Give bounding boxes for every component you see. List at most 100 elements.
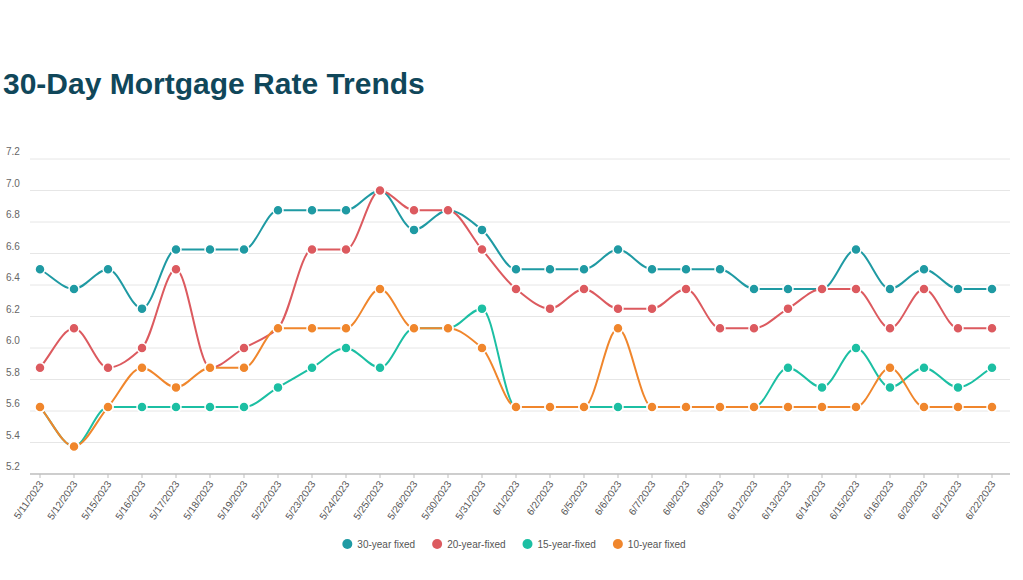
- data-point: [647, 264, 657, 274]
- data-point: [443, 323, 453, 333]
- x-tick: [856, 474, 857, 478]
- data-point: [715, 264, 725, 274]
- x-tick: [550, 474, 551, 478]
- data-point: [681, 284, 691, 294]
- series-line: [40, 289, 992, 447]
- data-point: [919, 402, 929, 412]
- data-point: [715, 323, 725, 333]
- data-point: [205, 363, 215, 373]
- data-point: [375, 284, 385, 294]
- data-point: [35, 264, 45, 274]
- data-point: [307, 363, 317, 373]
- data-point: [307, 323, 317, 333]
- y-tick-label: 5.4: [6, 430, 20, 441]
- data-point: [239, 245, 249, 255]
- data-point: [409, 225, 419, 235]
- data-point: [681, 402, 691, 412]
- x-tick-label: 6/22/2023: [963, 478, 998, 521]
- data-point: [477, 343, 487, 353]
- data-point: [307, 245, 317, 255]
- data-point: [851, 284, 861, 294]
- data-point: [341, 205, 351, 215]
- x-tick: [686, 474, 687, 478]
- data-point: [307, 205, 317, 215]
- data-point: [987, 402, 997, 412]
- data-point: [273, 382, 283, 392]
- data-point: [953, 284, 963, 294]
- x-tick-label: 5/16/2023: [113, 478, 148, 521]
- grid-line: [30, 474, 1010, 475]
- data-point: [137, 304, 147, 314]
- data-point: [477, 225, 487, 235]
- data-point: [239, 363, 249, 373]
- data-point: [579, 284, 589, 294]
- data-point: [613, 323, 623, 333]
- chart-root: 30-Day Mortgage Rate Trends5.25.45.65.86…: [0, 0, 1023, 580]
- x-tick: [822, 474, 823, 478]
- grid-line: [30, 190, 1010, 191]
- x-tick-label: 5/17/2023: [147, 478, 182, 521]
- data-point: [749, 402, 759, 412]
- x-tick-label: 5/18/2023: [181, 478, 216, 521]
- data-point: [783, 304, 793, 314]
- data-point: [137, 343, 147, 353]
- y-tick-label: 7.2: [6, 146, 20, 157]
- data-point: [205, 363, 215, 373]
- data-point: [783, 402, 793, 412]
- legend-swatch: [523, 539, 533, 549]
- legend-item: 15-year-fixed: [523, 539, 596, 550]
- x-tick: [108, 474, 109, 478]
- legend-swatch: [613, 539, 623, 549]
- x-tick: [584, 474, 585, 478]
- grid-line: [30, 316, 1010, 317]
- y-tick-label: 6.0: [6, 335, 20, 346]
- data-point: [545, 304, 555, 314]
- data-point: [953, 402, 963, 412]
- data-point: [511, 402, 521, 412]
- x-tick-label: 6/14/2023: [793, 478, 828, 521]
- data-point: [987, 363, 997, 373]
- data-point: [409, 323, 419, 333]
- data-point: [579, 402, 589, 412]
- data-point: [987, 323, 997, 333]
- data-point: [239, 402, 249, 412]
- chart-title: 30-Day Mortgage Rate Trends: [3, 67, 425, 100]
- data-point: [749, 284, 759, 294]
- x-tick-label: 6/21/2023: [929, 478, 964, 521]
- x-tick: [176, 474, 177, 478]
- data-point: [171, 264, 181, 274]
- legend-item: 10-year fixed: [613, 539, 686, 550]
- data-point: [35, 402, 45, 412]
- y-tick-label: 7.0: [6, 178, 20, 189]
- data-point: [375, 363, 385, 373]
- data-point: [885, 284, 895, 294]
- data-point: [69, 441, 79, 451]
- x-tick: [414, 474, 415, 478]
- legend-item: 20-year-fixed: [432, 539, 505, 550]
- x-tick-label: 5/22/2023: [249, 478, 284, 521]
- data-point: [919, 363, 929, 373]
- x-tick-label: 6/6/2023: [592, 478, 624, 517]
- data-point: [273, 205, 283, 215]
- data-point: [375, 186, 385, 196]
- x-tick: [278, 474, 279, 478]
- data-point: [171, 402, 181, 412]
- x-tick: [992, 474, 993, 478]
- y-tick-label: 6.2: [6, 304, 20, 315]
- data-point: [647, 304, 657, 314]
- data-point: [885, 382, 895, 392]
- data-point: [817, 382, 827, 392]
- x-tick: [210, 474, 211, 478]
- y-tick-label: 6.4: [6, 272, 20, 283]
- x-tick: [312, 474, 313, 478]
- y-tick-label: 5.8: [6, 367, 20, 378]
- x-tick-label: 6/16/2023: [861, 478, 896, 521]
- series-line: [40, 191, 992, 309]
- legend-label: 20-year-fixed: [447, 539, 505, 550]
- legend-label: 10-year fixed: [628, 539, 686, 550]
- data-point: [341, 245, 351, 255]
- grid-line: [30, 348, 1010, 349]
- data-point: [205, 245, 215, 255]
- x-tick-label: 6/1/2023: [490, 478, 522, 517]
- series-line: [40, 309, 992, 447]
